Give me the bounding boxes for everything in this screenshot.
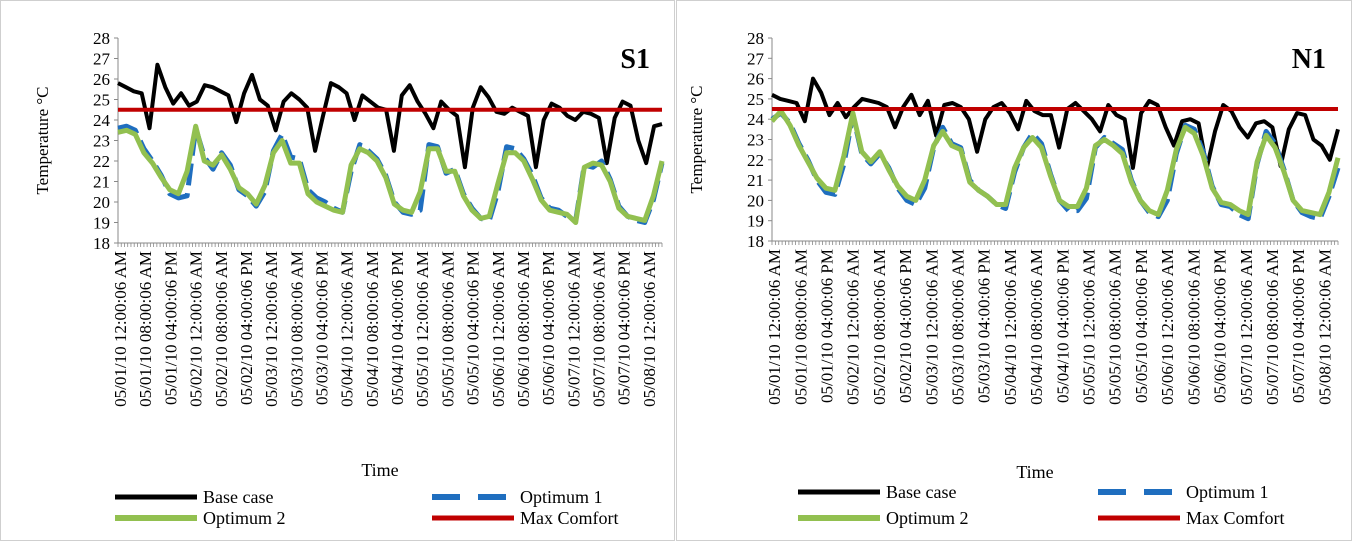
x-axis-label: Time [361, 460, 398, 480]
x-tick-label: 05/06/10 08:00:06 AM [514, 251, 533, 407]
legend-label: Max Comfort [520, 508, 619, 528]
y-tick-label: 19 [747, 212, 764, 231]
y-tick-label: 23 [747, 131, 764, 150]
legend-label: Optimum 2 [886, 508, 969, 528]
x-tick-label: 05/02/10 12:00:06 AM [844, 249, 863, 405]
x-tick-label: 05/01/10 12:00:06 AM [765, 249, 784, 405]
y-tick-label: 26 [747, 70, 764, 89]
x-tick-label: 05/04/10 12:00:06 AM [338, 251, 357, 407]
y-tick-label: 25 [747, 90, 764, 109]
x-tick-label: 05/07/10 08:00:06 AM [1263, 249, 1282, 405]
chart-title: N1 [1292, 44, 1326, 75]
x-tick-label: 05/03/10 08:00:06 AM [949, 249, 968, 405]
x-tick-label: 05/05/10 12:00:06 AM [1080, 249, 1099, 405]
x-tick-label: 05/02/10 08:00:06 AM [212, 251, 231, 407]
y-tick-label: 24 [747, 110, 765, 129]
x-tick-label: 05/06/10 08:00:06 AM [1184, 249, 1203, 405]
x-tick-label: 05/08/10 12:00:06 AM [640, 251, 659, 407]
x-tick-label: 05/05/10 04:00:06 PM [464, 251, 483, 405]
x-axis-label: Time [1016, 462, 1053, 482]
x-tick-label: 05/02/10 04:00:06 PM [896, 249, 915, 403]
x-tick-label: 05/08/10 12:00:06 AM [1315, 249, 1334, 405]
legend-label: Max Comfort [1186, 508, 1285, 528]
y-tick-label: 18 [747, 232, 764, 251]
x-tick-label: 05/02/10 12:00:06 AM [187, 251, 206, 407]
x-tick-label: 05/07/10 08:00:06 AM [590, 251, 609, 407]
chart-title: S1 [620, 44, 650, 75]
series-line-base-case [771, 76, 1340, 170]
legend-label: Optimum 1 [1186, 482, 1269, 502]
series-line-optimum-2 [117, 123, 665, 225]
y-tick-label: 27 [93, 50, 111, 69]
series-line-optimum-1 [770, 110, 1341, 222]
x-tick-label: 05/06/10 12:00:06 AM [489, 251, 508, 407]
y-tick-label: 25 [93, 91, 110, 110]
series-line-base-case [117, 62, 663, 170]
legend-label: Base case [886, 482, 956, 502]
y-tick-label: 23 [93, 132, 110, 151]
legend-label: Optimum 1 [520, 487, 603, 507]
y-tick-label: 20 [747, 191, 764, 210]
x-tick-label: 05/06/10 12:00:06 AM [1158, 249, 1177, 405]
y-tick-label: 20 [93, 193, 110, 212]
y-tick-label: 19 [93, 214, 110, 233]
x-tick-label: 05/06/10 04:00:06 PM [1211, 249, 1230, 403]
x-tick-label: 05/01/10 08:00:06 AM [136, 251, 155, 407]
y-tick-label: 26 [93, 70, 110, 89]
x-tick-label: 05/03/10 08:00:06 AM [287, 251, 306, 407]
x-tick-label: 05/04/10 08:00:06 AM [1027, 249, 1046, 405]
x-tick-label: 05/02/10 08:00:06 AM [870, 249, 889, 405]
y-tick-label: 18 [93, 234, 110, 253]
x-tick-label: 05/01/10 08:00:06 AM [791, 249, 810, 405]
y-tick-label: 21 [747, 171, 764, 190]
x-tick-label: 05/05/10 04:00:06 PM [1132, 249, 1151, 403]
x-tick-label: 05/07/10 04:00:06 PM [1289, 249, 1308, 403]
x-tick-label: 05/02/10 04:00:06 PM [237, 251, 256, 405]
y-tick-label: 22 [93, 152, 110, 171]
x-tick-label: 05/04/10 12:00:06 AM [1001, 249, 1020, 405]
x-tick-label: 05/03/10 12:00:06 AM [262, 251, 281, 407]
legend-label: Optimum 2 [203, 508, 286, 528]
y-tick-label: 22 [747, 151, 764, 170]
y-axis-label: Temperature °C [33, 86, 52, 194]
y-tick-label: 28 [93, 29, 110, 48]
x-tick-label: 05/07/10 12:00:06 AM [564, 251, 583, 407]
y-tick-label: 28 [747, 29, 764, 48]
x-tick-label: 05/04/10 04:00:06 PM [1053, 249, 1072, 403]
x-tick-label: 05/07/10 04:00:06 PM [615, 251, 634, 405]
x-tick-label: 05/03/10 12:00:06 AM [922, 249, 941, 405]
y-tick-label: 21 [93, 173, 110, 192]
x-tick-label: 05/01/10 04:00:06 PM [818, 249, 837, 403]
y-tick-label: 24 [93, 111, 111, 130]
x-tick-label: 05/04/10 04:00:06 PM [388, 251, 407, 405]
x-tick-label: 05/03/10 04:00:06 PM [975, 249, 994, 403]
series-line-optimum-2 [770, 108, 1341, 218]
x-tick-label: 05/03/10 04:00:06 PM [312, 251, 331, 405]
x-tick-label: 05/07/10 12:00:06 AM [1237, 249, 1256, 405]
legend-label: Base case [203, 487, 273, 507]
x-tick-label: 05/05/10 12:00:06 AM [413, 251, 432, 407]
x-tick-label: 05/04/10 08:00:06 AM [363, 251, 382, 407]
y-tick-label: 27 [747, 49, 765, 68]
x-tick-label: 05/01/10 04:00:06 PM [161, 251, 180, 405]
x-tick-label: 05/06/10 04:00:06 PM [539, 251, 558, 405]
x-tick-label: 05/05/10 08:00:06 AM [1106, 249, 1125, 405]
x-tick-label: 05/01/10 12:00:06 AM [111, 251, 130, 407]
y-axis-label: Temperature °C [687, 85, 706, 193]
x-tick-label: 05/05/10 08:00:06 AM [438, 251, 457, 407]
